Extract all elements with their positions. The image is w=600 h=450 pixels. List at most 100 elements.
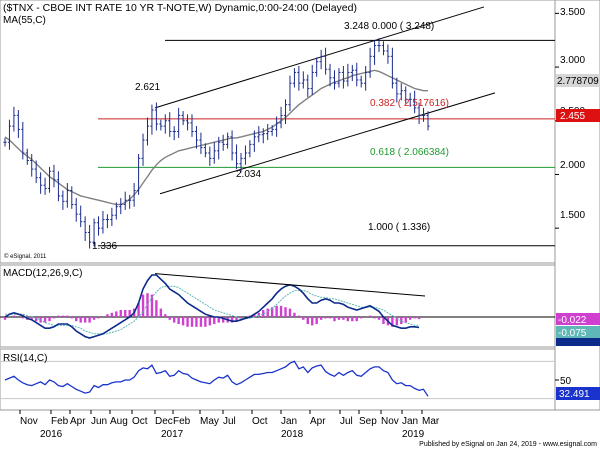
price-bar	[243, 145, 248, 165]
price-bar	[301, 71, 305, 89]
price-bar	[226, 132, 230, 149]
price-bar	[368, 47, 372, 78]
price-bar	[297, 65, 301, 91]
esignal-watermark: © eSignal, 2011	[4, 253, 47, 260]
price-bar	[283, 99, 288, 124]
price-bar	[65, 183, 69, 208]
price-bar	[306, 74, 310, 98]
rsi-title: RSI(14,C)	[3, 353, 47, 364]
price-bar	[381, 41, 386, 56]
price-bar	[96, 216, 101, 236]
y-tick-3000: 3.000	[560, 55, 585, 66]
price-bar	[310, 64, 314, 95]
price-bar	[7, 119, 12, 150]
x-tick-jul-2018: Jul	[340, 416, 353, 427]
x-tick-may-2017: May	[200, 416, 219, 427]
macd-line	[4, 274, 420, 339]
year-tick-2018: 2018	[281, 429, 304, 440]
price-panel-frame	[0, 0, 556, 264]
price-bar	[234, 144, 239, 170]
rsi-last-tag	[556, 387, 600, 400]
chart-title: ($TNX - CBOE INT RATE 10 YR T-NOTE,W) Dy…	[3, 2, 357, 14]
price-bar	[83, 216, 87, 242]
price-bar	[203, 143, 207, 158]
price-bar	[257, 126, 261, 143]
price-bar	[417, 102, 421, 124]
price-bar	[208, 146, 212, 166]
rsi-tick-50: 50	[560, 376, 572, 387]
price-bar	[332, 70, 337, 90]
annotation-2034: 2.034	[236, 169, 261, 180]
rsi-last-value: 32.491	[559, 389, 590, 400]
ma-indicator-label: MA(55,C)	[3, 15, 46, 26]
fib-label-0: 0.000 ( 3.248)	[372, 21, 434, 32]
price-bar	[79, 205, 83, 228]
price-bar	[230, 130, 234, 161]
y-tick-2000: 2.000	[560, 160, 585, 171]
price-bar	[426, 111, 430, 131]
price-bar	[74, 198, 78, 222]
price-bar	[279, 106, 283, 129]
price-bar	[359, 75, 363, 88]
price-bar	[377, 38, 381, 53]
price-bar	[399, 83, 403, 101]
x-tick-dec-2016: Dec	[155, 416, 173, 427]
annotation-1336: 1.336	[92, 241, 117, 252]
price-bar	[163, 114, 167, 134]
price-bar	[105, 214, 110, 229]
published-footer: Published by eSignal on Jan 24, 2019 - w…	[419, 441, 597, 448]
price-bar	[119, 198, 123, 215]
price-bar	[395, 77, 399, 103]
price-bar	[292, 68, 297, 88]
price-bar	[199, 132, 203, 155]
price-bar	[70, 186, 74, 209]
price-bar	[212, 142, 216, 164]
price-bar	[114, 202, 118, 220]
price-bar	[168, 112, 172, 137]
channel-lower-line	[159, 92, 496, 195]
price-bar	[136, 154, 141, 195]
x-tick-jan-2018: Jan	[281, 416, 297, 427]
price-bar	[266, 123, 270, 141]
price-bar	[390, 47, 394, 89]
price-bar	[39, 172, 43, 194]
x-tick-sep-2018: Sep	[359, 416, 377, 427]
year-tick-2019: 2019	[402, 429, 425, 440]
price-bar	[408, 92, 412, 107]
price-bar	[101, 210, 105, 234]
price-bar	[261, 128, 265, 144]
price-bar	[315, 57, 319, 77]
price-bar	[328, 63, 332, 87]
price-bar	[337, 68, 341, 88]
price-bar	[88, 224, 92, 249]
fib-label-618: 0.618 ( 2.066384)	[370, 147, 449, 158]
price-bar	[47, 166, 52, 193]
price-bar	[123, 191, 127, 210]
signal-last-tag	[556, 313, 600, 325]
price-bar	[239, 152, 243, 173]
price-bar	[217, 136, 221, 160]
macd-last-value: -0.075	[558, 328, 587, 339]
fib-label-382: 0.382 ( 2.517616)	[370, 98, 449, 109]
price-bar	[30, 154, 34, 177]
year-tick-2016: 2016	[40, 429, 63, 440]
close-last-value: 2.455	[560, 111, 585, 122]
price-bar	[16, 110, 20, 138]
axis-layer	[19, 12, 559, 414]
x-tick-feb-2017: Feb	[173, 416, 191, 427]
close-last-tag	[556, 109, 600, 122]
price-bar	[413, 90, 417, 114]
price-bar	[141, 133, 145, 166]
price-bar	[404, 86, 408, 104]
rsi-panel-frame	[0, 348, 556, 411]
price-bar	[319, 49, 323, 70]
x-tick-apr-2016: Apr	[70, 416, 86, 427]
macd-signal-line	[5, 285, 420, 335]
price-bar	[21, 121, 25, 160]
x-tick-jul-2017: Jul	[223, 416, 236, 427]
panel-frames	[0, 0, 600, 411]
price-bar	[43, 177, 47, 195]
signal-last-value: -0.022	[558, 315, 587, 326]
x-tick-apr-2018: Apr	[310, 416, 326, 427]
